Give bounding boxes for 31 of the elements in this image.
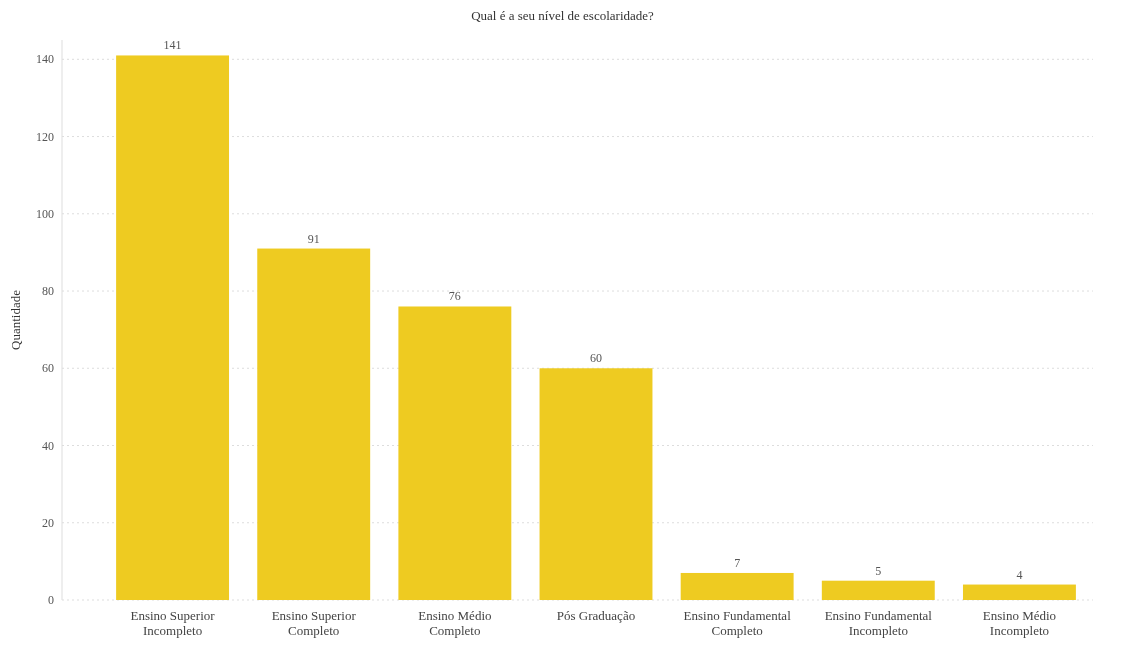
y-tick-label: 140 bbox=[36, 52, 54, 67]
x-tick-label: Ensino Médio Completo bbox=[418, 608, 492, 638]
bar bbox=[116, 55, 230, 600]
x-tick-label: Ensino Superior Completo bbox=[271, 608, 357, 638]
x-tick-label: Ensino Médio Incompleto bbox=[982, 608, 1057, 638]
data-label: 7 bbox=[734, 555, 741, 570]
y-tick-label: 0 bbox=[48, 593, 54, 607]
y-tick-label: 60 bbox=[42, 361, 54, 376]
y-tick-label: 40 bbox=[42, 438, 54, 453]
data-label: 76 bbox=[448, 289, 461, 304]
bar bbox=[962, 584, 1076, 600]
data-label: 60 bbox=[590, 351, 602, 366]
y-tick-label: 20 bbox=[42, 515, 54, 530]
x-tick-label: Ensino Superior Incompleto bbox=[130, 608, 216, 638]
y-tick-label: 100 bbox=[36, 206, 54, 221]
bar bbox=[398, 306, 512, 600]
data-label: 141 bbox=[163, 38, 182, 53]
bar bbox=[257, 248, 371, 600]
y-axis-title: Quantidade bbox=[8, 289, 23, 350]
x-tick-label: Pós Graduação bbox=[556, 608, 636, 623]
x-tick-label: Ensino Fundamental Incompleto bbox=[824, 608, 933, 638]
bar bbox=[821, 580, 935, 600]
data-label: 91 bbox=[307, 231, 320, 246]
bar bbox=[539, 368, 653, 600]
data-label: 5 bbox=[875, 563, 882, 578]
bar bbox=[680, 572, 794, 600]
chart-title: Qual é a seu nível de escolaridade? bbox=[471, 8, 655, 23]
y-tick-label: 80 bbox=[42, 284, 54, 299]
x-tick-label: Ensino Fundamental Completo bbox=[683, 608, 792, 638]
y-tick-label: 120 bbox=[36, 129, 54, 144]
data-label: 4 bbox=[1016, 567, 1023, 582]
